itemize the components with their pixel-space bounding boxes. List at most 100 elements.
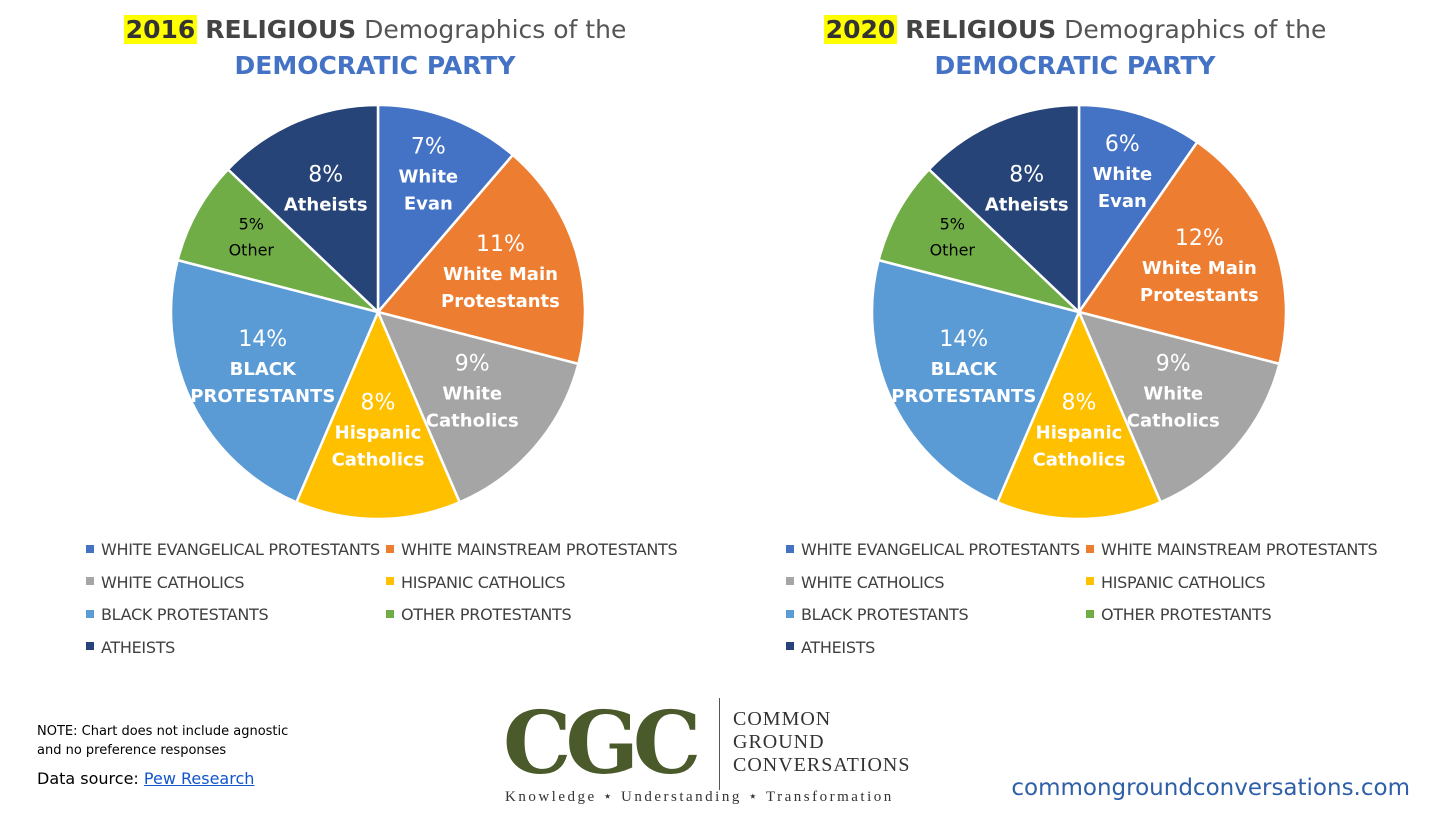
pie-slice-black-protestants [169, 258, 380, 504]
pie-slice-white-evangelical-protestants [1077, 103, 1199, 316]
legend-label: HISPANIC CATHOLICS [401, 572, 566, 592]
legend-swatch [86, 609, 94, 618]
slice-percent-label: 9% [1156, 351, 1191, 376]
slice-name-label: PROTESTANTS [891, 386, 1036, 407]
website-url[interactable]: commongroundconversations.com [1011, 775, 1410, 801]
legend-label: OTHER PROTESTANTS [401, 605, 572, 624]
title-year: 2020 [823, 15, 898, 44]
pie-slice-black-protestants [870, 258, 1081, 504]
legend-label: BLACK PROTESTANTS [801, 605, 969, 624]
chart-title-2016: 2016 RELIGIOUS Demographics of the DEMOC… [0, 12, 750, 84]
source-link[interactable]: Pew Research [143, 769, 255, 788]
legend-swatch [86, 544, 94, 553]
slice-percent-label: 8% [1062, 391, 1097, 416]
slice-name-label: Catholics [1127, 410, 1220, 431]
pie-chart-2016: 7% White Evan 11% White Main Protestants 9% Whi… [169, 103, 587, 521]
slice-name-label: PROTESTANTS [190, 386, 335, 407]
footnote: NOTE: Chart does not include agnostic an… [37, 722, 288, 760]
slice-name-label: Protestants [441, 291, 560, 312]
slice-percent-label: 12% [1175, 226, 1224, 251]
pie-slice-white-catholics [1076, 310, 1281, 504]
slice-name-label: White [442, 383, 502, 404]
logo-tagline: Knowledge ⋆ Understanding ⋆ Transformati… [505, 789, 894, 805]
slice-name-label: Catholics [332, 450, 425, 471]
legend-swatch [1086, 577, 1094, 585]
title-bold-word: RELIGIOUS [205, 15, 357, 44]
logo-word-2: GROUND [733, 731, 825, 753]
note-line-2: and no preference responses [37, 743, 227, 758]
slice-percent-label: 8% [308, 162, 343, 187]
legend-item: HISPANIC CATHOLICS [1086, 572, 1266, 592]
legend-item: ATHEISTS [786, 638, 875, 657]
slice-name-label: White [1143, 383, 1203, 404]
slice-name-label: Other [229, 241, 275, 260]
legend-label: WHITE EVANGELICAL PROTESTANTS [101, 540, 380, 559]
pie-slice-atheists [927, 103, 1081, 315]
slice-percent-label: 14% [939, 327, 988, 352]
logo-word-1: COMMON [733, 708, 832, 730]
slice-name-label: Catholics [1033, 450, 1126, 471]
legend-swatch [1086, 609, 1094, 618]
title-year: 2016 [123, 15, 198, 44]
legend-item: BLACK PROTESTANTS [786, 605, 969, 624]
legend-swatch [786, 642, 794, 650]
legend-label: WHITE CATHOLICS [101, 572, 245, 592]
cgc-logo: CGC COMMON GROUND CONVERSATIONS Knowledg… [500, 693, 930, 815]
slice-name-label: White [1093, 164, 1153, 185]
pie-chart-2020: 6% White Evan 12% White Main Protestants 9% Whi… [870, 103, 1288, 521]
slice-percent-label: 9% [455, 351, 490, 376]
legend-swatch [386, 544, 394, 553]
legend-item: WHITE CATHOLICS [86, 572, 245, 592]
data-source: Data source: Pew Research [37, 769, 254, 788]
slice-name-label: BLACK [931, 359, 998, 380]
pie-slice-white-catholics [375, 310, 580, 504]
pie-slice-other-protestants [877, 167, 1084, 315]
title-party: DEMOCRATIC PARTY [234, 51, 516, 80]
pie-slice-white-mainstream-protestants [1076, 140, 1288, 366]
note-line-1: NOTE: Chart does not include agnostic [37, 724, 289, 739]
legend-item: WHITE MAINSTREAM PROTESTANTS [1086, 540, 1378, 559]
legend-label: HISPANIC CATHOLICS [1101, 572, 1266, 592]
logo-letters: CGC [503, 693, 701, 794]
legend-label: WHITE CATHOLICS [801, 572, 945, 592]
legend-label: BLACK PROTESTANTS [101, 605, 269, 624]
pie-slice-hispanic-catholics [294, 308, 462, 521]
slice-percent-label: 5% [940, 215, 965, 234]
legend-item: OTHER PROTESTANTS [386, 605, 572, 624]
chart-title-2020: 2020 RELIGIOUS Demographics of the DEMOC… [700, 12, 1450, 84]
slice-name-label: Atheists [985, 194, 1069, 215]
chart-2020: 2020 RELIGIOUS Demographics of the DEMOC… [700, 0, 1428, 680]
slice-percent-label: 11% [476, 232, 525, 257]
title-bold-word: RELIGIOUS [905, 15, 1057, 44]
slice-name-label: Hispanic [335, 423, 422, 444]
legend-swatch [386, 609, 394, 618]
slice-percent-label: 8% [361, 391, 396, 416]
legend-item: ATHEISTS [86, 638, 175, 657]
pie-slice-atheists [226, 103, 380, 315]
slice-percent-label: 7% [411, 135, 446, 160]
slice-name-label: Evan [1098, 191, 1147, 212]
legend-label: WHITE EVANGELICAL PROTESTANTS [801, 540, 1080, 559]
legend-swatch [386, 577, 394, 585]
legend-label: WHITE MAINSTREAM PROTESTANTS [401, 540, 678, 559]
slice-percent-label: 6% [1105, 132, 1140, 157]
title-party: DEMOCRATIC PARTY [934, 51, 1216, 80]
legend-swatch [86, 642, 94, 650]
slice-name-label: Hispanic [1036, 423, 1123, 444]
pie-slice-white-mainstream-protestants [375, 153, 587, 366]
logo-word-3: CONVERSATIONS [733, 754, 911, 776]
legend-label: OTHER PROTESTANTS [1101, 605, 1272, 624]
logo-words: COMMON GROUND CONVERSATIONS [733, 708, 910, 777]
slice-name-label: Other [930, 241, 976, 260]
slice-name-label: White Main [443, 264, 558, 285]
pie-slice-white-evangelical-protestants [376, 103, 515, 316]
slice-name-label: Evan [404, 194, 453, 215]
legend-swatch [786, 609, 794, 618]
logo-divider [719, 698, 720, 790]
title-rest: Demographics of the [1064, 15, 1327, 44]
legend-item: OTHER PROTESTANTS [1086, 605, 1272, 624]
title-rest: Demographics of the [364, 15, 627, 44]
slice-name-label: Protestants [1140, 285, 1259, 306]
source-prefix: Data source: [37, 769, 139, 788]
legend-swatch [786, 577, 794, 585]
